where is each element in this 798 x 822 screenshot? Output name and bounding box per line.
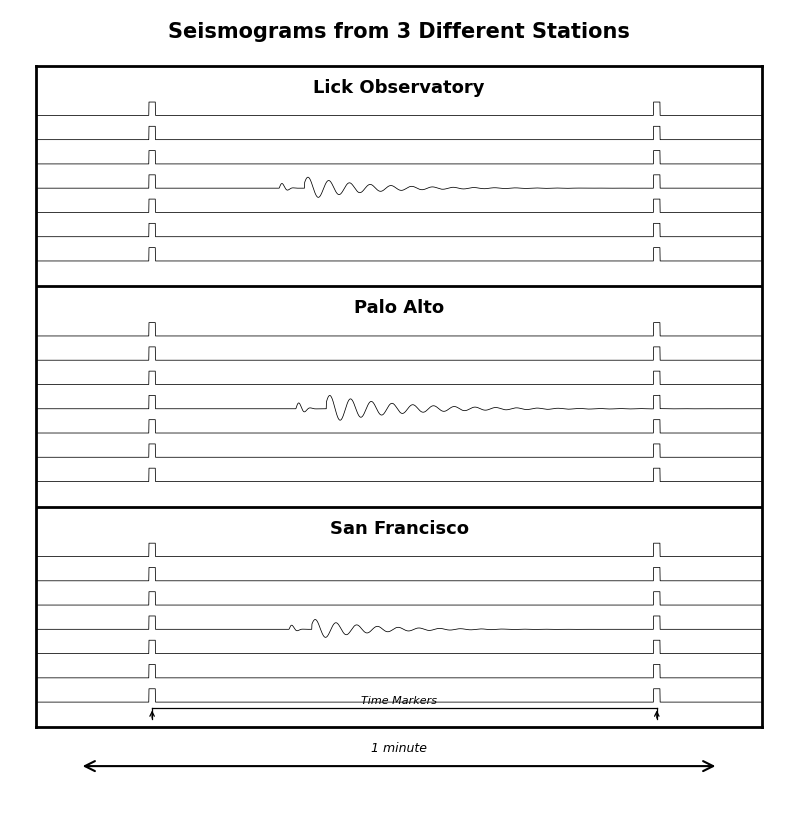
Text: Palo Alto: Palo Alto bbox=[354, 299, 444, 317]
Text: San Francisco: San Francisco bbox=[330, 520, 468, 538]
Text: Lick Observatory: Lick Observatory bbox=[314, 79, 484, 97]
Text: Seismograms from 3 Different Stations: Seismograms from 3 Different Stations bbox=[168, 22, 630, 42]
Text: 1 minute: 1 minute bbox=[371, 742, 427, 755]
Text: Time Markers: Time Markers bbox=[361, 695, 437, 705]
